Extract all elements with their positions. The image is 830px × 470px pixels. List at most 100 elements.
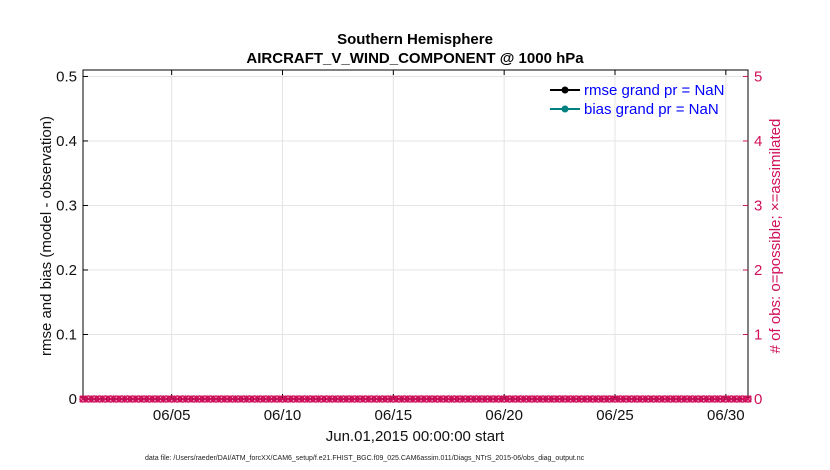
y-tick-label-left: 0.1 — [56, 326, 77, 343]
obs-assimilated-point — [638, 395, 647, 403]
obs-assimilated-point — [528, 395, 536, 403]
obs-assimilated-point — [577, 395, 586, 403]
obs-assimilated-point — [722, 395, 730, 403]
obs-assimilated-point — [661, 395, 669, 403]
obs-assimilated-point — [106, 395, 115, 403]
obs-assimilated-point — [688, 395, 697, 403]
obs-assimilated-point — [317, 395, 326, 403]
obs-assimilated-point — [395, 395, 403, 403]
obs-assimilated-point — [167, 395, 176, 403]
obs-assimilated-point — [428, 395, 436, 403]
obs-assimilated-point — [511, 395, 520, 403]
obs-assimilated-point — [306, 395, 314, 403]
y-tick-label-right: 0 — [754, 391, 762, 408]
obs-assimilated-point — [129, 395, 137, 403]
obs-assimilated-point — [184, 395, 193, 403]
obs-assimilated-point — [456, 395, 464, 403]
obs-assimilated-point — [422, 395, 431, 403]
obs-assimilated-point — [328, 395, 337, 403]
obs-assimilated-point — [256, 395, 265, 403]
obs-assimilated-point — [439, 395, 447, 403]
y-tick-label-right: 5 — [754, 68, 762, 85]
x-axis-label: Jun.01,2015 00:00:00 start — [326, 428, 505, 445]
obs-assimilated-point — [162, 395, 170, 403]
obs-assimilated-point — [345, 395, 353, 403]
obs-assimilated-point — [372, 395, 381, 403]
obs-assimilated-point — [716, 395, 725, 403]
data-file-footnote: data file: /Users/raeder/DAI/ATM_forcXX/… — [145, 455, 585, 462]
obs-assimilated-point — [444, 395, 453, 403]
obs-assimilated-point — [633, 395, 641, 403]
obs-assimilated-point — [378, 395, 387, 403]
obs-assimilated-point — [228, 395, 237, 403]
obs-assimilated-point — [644, 395, 653, 403]
obs-assimilated-point — [600, 395, 608, 403]
obs-assimilated-point — [262, 395, 270, 403]
obs-assimilated-point — [616, 395, 625, 403]
obs-assimilated-point — [334, 395, 342, 403]
obs-assimilated-point — [594, 395, 603, 403]
obs-assimilated-point — [544, 395, 553, 403]
obs-assimilated-point — [699, 395, 708, 403]
obs-assimilated-point — [118, 395, 126, 403]
obs-assimilated-point — [350, 395, 359, 403]
legend-label-rmse: rmse grand pr = NaN — [584, 82, 724, 99]
obs-assimilated-point — [461, 395, 470, 403]
obs-assimilated-point — [251, 395, 259, 403]
obs-assimilated-point — [151, 395, 159, 403]
obs-assimilated-point — [483, 395, 492, 403]
y-tick-label-right: 3 — [754, 197, 762, 214]
obs-assimilated-point — [79, 395, 87, 403]
obs-assimilated-point — [112, 395, 121, 403]
obs-assimilated-point — [622, 395, 630, 403]
obs-assimilated-point — [190, 395, 198, 403]
obs-assimilated-point — [417, 395, 425, 403]
x-ticks: 06/05 06/10 06/15 06/20 06/25 06/30 — [153, 70, 745, 424]
y-tick-label-left: 0.3 — [56, 197, 77, 214]
obs-assimilated-point — [494, 395, 503, 403]
obs-assimilated-point — [84, 395, 93, 403]
obs-assimilated-point — [123, 395, 132, 403]
y-tick-label-left: 0 — [69, 391, 77, 408]
obs-assimilated-point — [356, 395, 364, 403]
obs-assimilated-point — [650, 395, 658, 403]
y-axis-label-left: rmse and bias (model - observation) — [38, 116, 55, 356]
obs-assimilated-point — [733, 395, 741, 403]
x-tick-label: 06/20 — [485, 407, 523, 424]
obs-assimilated-point — [738, 395, 747, 403]
obs-assimilated-point — [467, 395, 475, 403]
obs-assimilated-point — [273, 395, 281, 403]
obs-assimilated-point — [95, 395, 104, 403]
y-tick-label-right: 1 — [754, 326, 762, 343]
obs-assimilated-point — [300, 395, 309, 403]
obs-assimilated-point — [389, 395, 398, 403]
obs-assimilated-point — [90, 395, 98, 403]
obs-assimilated-point — [744, 395, 752, 403]
obs-assimilated-point — [140, 395, 148, 403]
obs-assimilated-point — [705, 395, 713, 403]
x-tick-label: 06/15 — [375, 407, 413, 424]
obs-assimilated-point — [234, 395, 242, 403]
chart-subtitle: AIRCRAFT_V_WIND_COMPONENT @ 1000 hPa — [246, 50, 584, 67]
y-tick-label-right: 2 — [754, 262, 762, 279]
obs-assimilated-point — [710, 395, 719, 403]
x-tick-label: 06/10 — [264, 407, 302, 424]
obs-assimilated-point — [339, 395, 348, 403]
y-tick-label-right: 4 — [754, 133, 762, 150]
obs-assimilated-point — [156, 395, 165, 403]
obs-assimilated-point — [472, 395, 481, 403]
obs-assimilated-point — [245, 395, 254, 403]
legend-marker-rmse — [561, 86, 569, 94]
obs-assimilated-point — [694, 395, 702, 403]
obs-assimilated-point — [566, 395, 575, 403]
y-tick-label-left: 0.5 — [56, 68, 77, 85]
obs-assimilated-point — [367, 395, 375, 403]
obs-assimilated-point — [239, 395, 248, 403]
obs-assimilated-point — [522, 395, 531, 403]
x-tick-label: 06/30 — [707, 407, 745, 424]
obs-assimilated-point — [450, 395, 459, 403]
obs-assimilated-point — [500, 395, 508, 403]
obs-assimilated-point — [505, 395, 514, 403]
obs-assimilated-point — [677, 395, 686, 403]
